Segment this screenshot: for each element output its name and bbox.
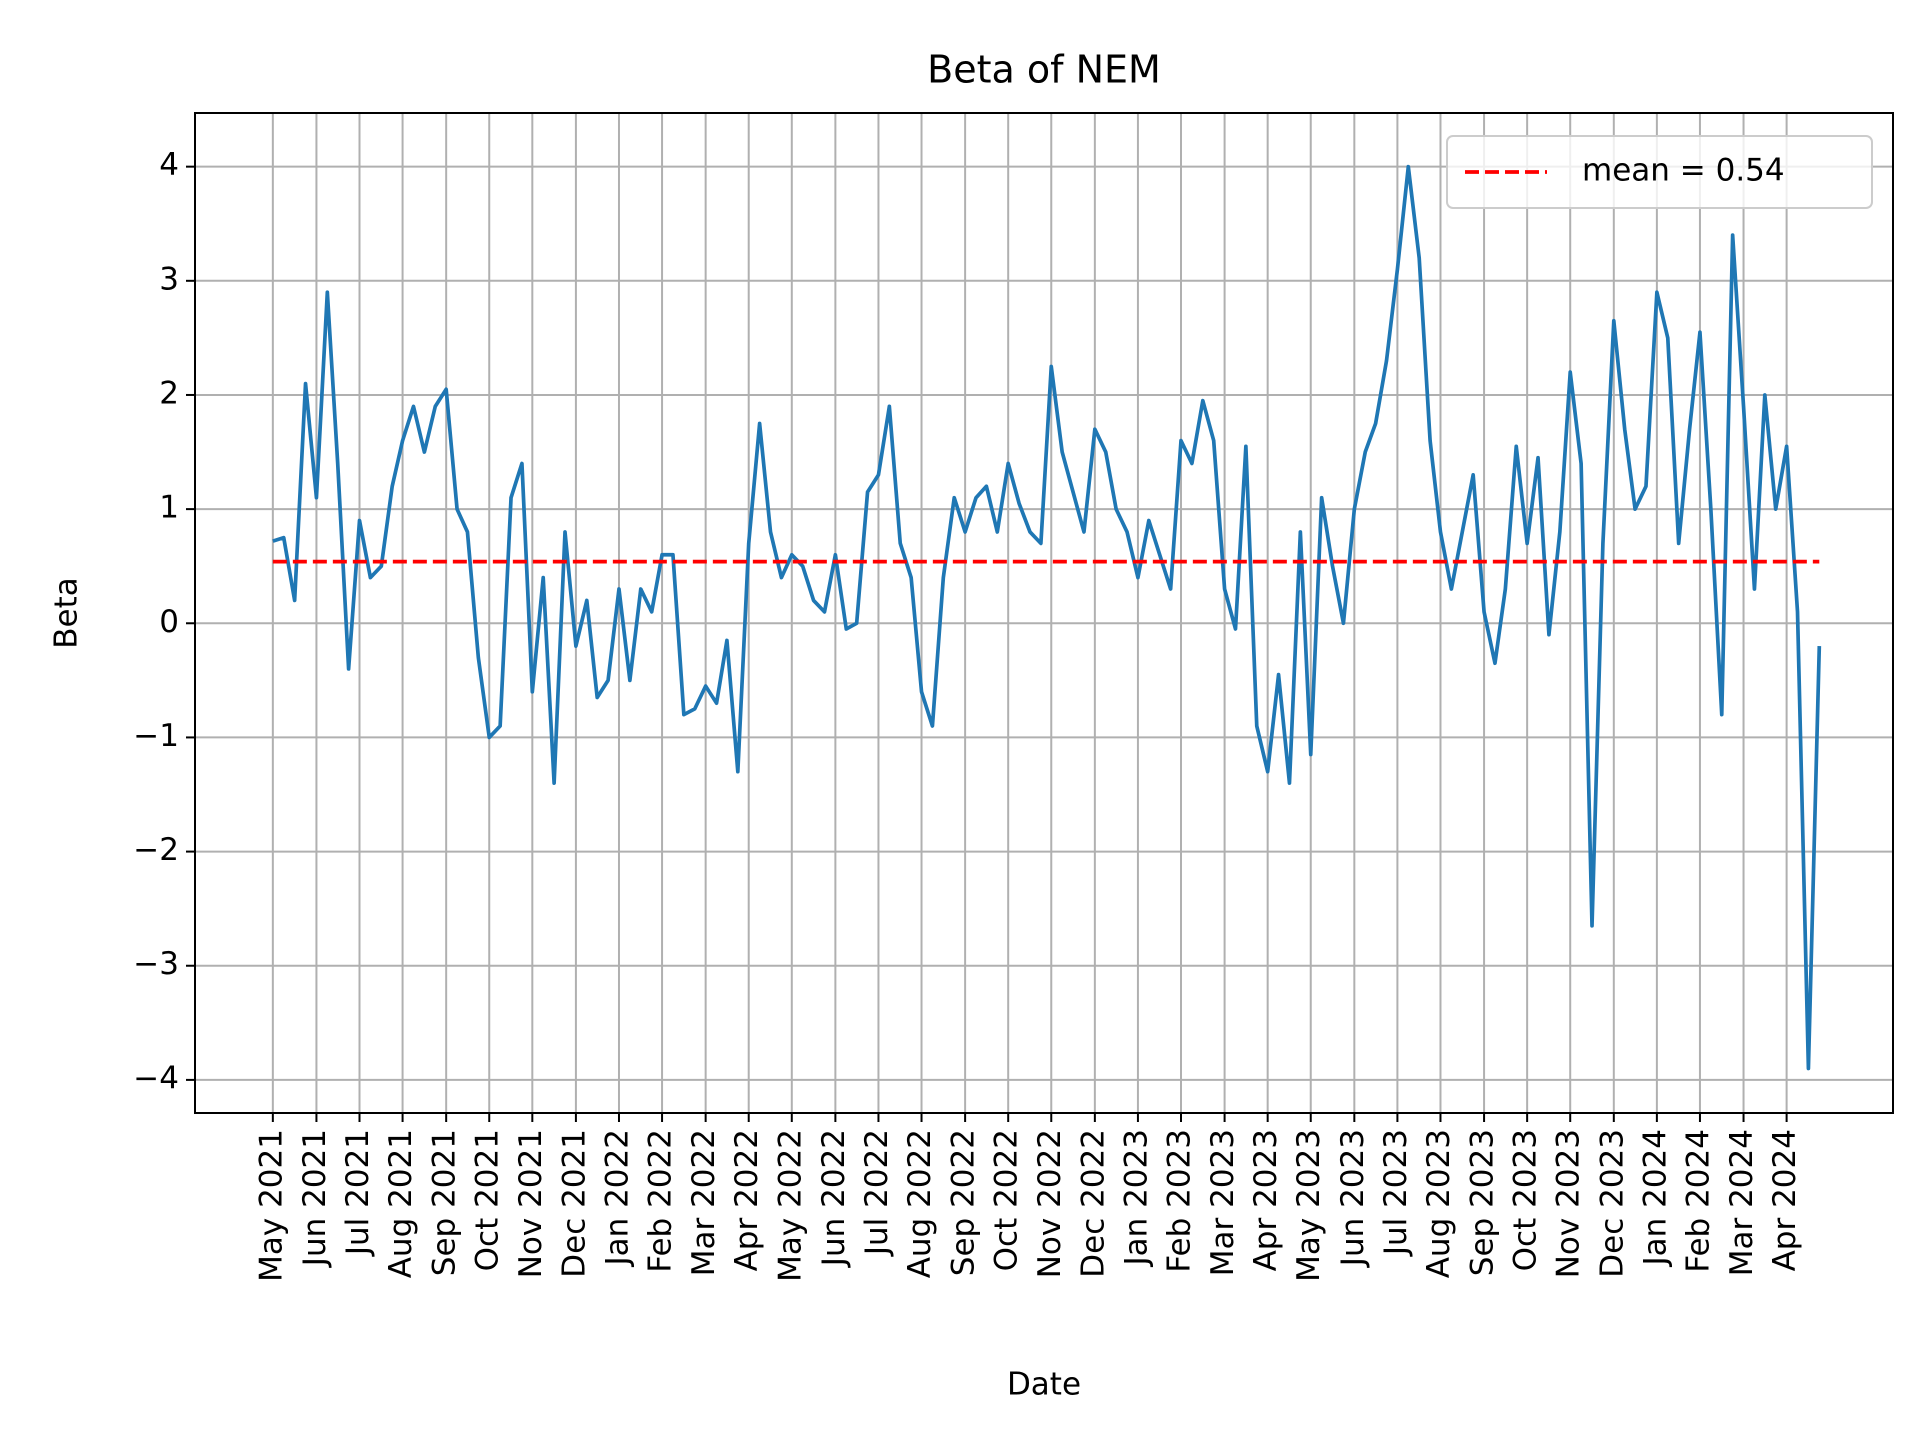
x-tick-label: Oct 2021 xyxy=(470,1129,506,1271)
x-tick-label: May 2021 xyxy=(253,1129,289,1282)
y-tick-label: 0 xyxy=(159,604,179,640)
legend-box xyxy=(1446,135,1873,209)
x-tick-label: Nov 2022 xyxy=(1032,1129,1068,1278)
x-tick-label: Nov 2021 xyxy=(513,1129,549,1278)
y-tick-label: −2 xyxy=(133,832,179,868)
x-tick-label: Aug 2023 xyxy=(1421,1129,1457,1278)
x-tick-label: Oct 2023 xyxy=(1508,1129,1544,1271)
y-tick-label: 2 xyxy=(159,375,179,411)
x-tick-label: Apr 2024 xyxy=(1767,1129,1803,1271)
line-series xyxy=(272,164,1822,1071)
legend-label: mean = 0.54 xyxy=(1582,153,1785,189)
x-tick-label: Jan 2024 xyxy=(1637,1129,1673,1268)
x-tick-label: Dec 2021 xyxy=(556,1129,592,1278)
x-tick-label: May 2023 xyxy=(1291,1129,1327,1282)
x-tick-label: Aug 2021 xyxy=(383,1129,419,1278)
x-tick-label: Feb 2024 xyxy=(1680,1129,1716,1273)
x-tick-label: Aug 2022 xyxy=(902,1129,938,1278)
x-axis-label: Date xyxy=(1007,1367,1081,1403)
x-tick-label: Dec 2023 xyxy=(1594,1129,1630,1278)
y-tick-label: −1 xyxy=(133,718,179,754)
y-tick-label: 1 xyxy=(159,490,179,526)
x-tick-label: Feb 2022 xyxy=(643,1129,679,1273)
y-tick-label: 3 xyxy=(159,261,179,297)
x-tick-label: Mar 2023 xyxy=(1205,1129,1241,1276)
x-tick-label: Mar 2022 xyxy=(686,1129,722,1276)
x-tick-label: Jul 2021 xyxy=(340,1129,376,1257)
x-tick-label: Apr 2023 xyxy=(1248,1129,1284,1271)
x-tick-label: Dec 2022 xyxy=(1075,1129,1111,1278)
plot-frame xyxy=(194,112,1894,1114)
x-tick-label: Jun 2021 xyxy=(297,1129,333,1268)
x-tick-label: Jan 2022 xyxy=(599,1129,635,1268)
x-tick-label: Sep 2022 xyxy=(946,1129,982,1276)
x-tick-label: Jun 2022 xyxy=(816,1129,852,1268)
y-tick-label: −3 xyxy=(133,946,179,982)
x-tick-label: Jan 2023 xyxy=(1118,1129,1154,1268)
chart-title: Beta of NEM xyxy=(927,48,1161,92)
y-tick-label: 4 xyxy=(159,147,179,183)
x-tick-label: Jul 2022 xyxy=(859,1129,895,1257)
x-tick-label: Jun 2023 xyxy=(1335,1129,1371,1268)
x-tick-label: Mar 2024 xyxy=(1724,1129,1760,1276)
x-tick-label: Sep 2023 xyxy=(1465,1129,1501,1276)
x-tick-label: Jul 2023 xyxy=(1378,1129,1414,1257)
x-tick-label: May 2022 xyxy=(772,1129,808,1282)
x-tick-label: Sep 2021 xyxy=(427,1129,463,1276)
y-axis-label: Beta xyxy=(49,577,85,649)
x-tick-label: Feb 2023 xyxy=(1162,1129,1198,1273)
y-tick-label: −4 xyxy=(133,1060,179,1096)
x-tick-label: Nov 2023 xyxy=(1551,1129,1587,1278)
x-tick-label: Oct 2022 xyxy=(989,1129,1025,1271)
x-tick-label: Apr 2022 xyxy=(729,1129,765,1271)
